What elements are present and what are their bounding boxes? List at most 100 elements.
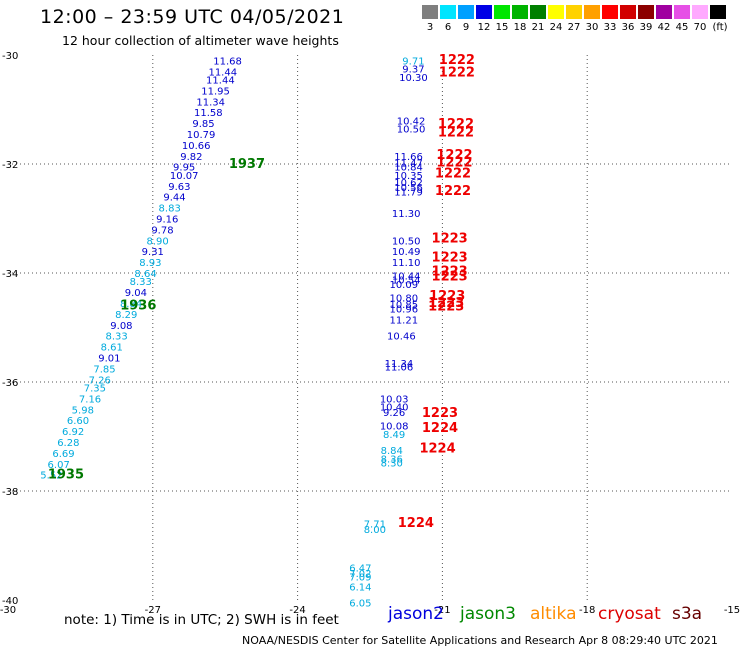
scale-label: 18 [513,22,527,33]
x-tick-label: -21 [434,605,450,616]
time-label: 1935 [48,468,84,483]
x-tick-label: -24 [289,605,305,616]
wave-height-point: 10.80 [389,294,418,305]
wave-height-point: 9.08 [110,321,132,332]
y-tick-label: -36 [2,378,18,389]
satellite-cryosat: cryosat [598,604,661,624]
wave-height-point: 6.92 [62,427,84,438]
scale-label: 33 [603,22,617,33]
satellite-jason3: jason3 [460,604,516,624]
time-label: 1223 [432,232,468,247]
wave-height-point: 10.62 [394,178,423,189]
scale-label: 45 [675,22,689,33]
time-label: 1222 [439,53,475,68]
wave-height-point: 9.63 [168,182,190,193]
wave-height-point: 9.37 [402,65,424,76]
time-label: 1222 [435,184,471,199]
wave-height-point: 10.50 [397,125,426,136]
wave-height-point: 10.85 [389,300,418,311]
x-tick-label: -18 [579,605,595,616]
scale-swatch [458,5,474,19]
wave-height-point: 6.14 [349,582,371,593]
y-tick-label: -38 [2,487,18,498]
scale-swatch [512,5,528,19]
time-label: 1223 [428,300,464,315]
wave-height-point: 11.95 [201,86,230,97]
wave-height-point: 11.79 [394,187,423,198]
wave-height-point: 11.10 [392,258,421,269]
wave-height-point: 11.66 [394,152,423,163]
scale-swatch [548,5,564,19]
scale-swatch [476,5,492,19]
wave-height-point: 10.30 [399,73,428,84]
scale-label: 27 [567,22,581,33]
wave-height-point: 11.44 [208,67,237,78]
wave-height-point: 8.64 [134,269,156,280]
page-title: 12:00 – 23:59 UTC 04/05/2021 [40,6,345,28]
wave-height-point: 5.98 [72,405,94,416]
scale-swatch [584,5,600,19]
scale-swatch [530,5,546,19]
wave-height-point: 8.83 [159,204,181,215]
wave-height-point: 10.44 [392,272,421,283]
x-tick-label: -27 [145,605,161,616]
wave-height-point: 10.42 [397,116,426,127]
scale-label: 9 [462,22,470,33]
wave-height-point: 8.61 [101,343,123,354]
y-tick-label: -40 [2,596,18,607]
time-label: 1937 [229,157,265,172]
wave-height-point: 9.71 [402,56,424,67]
y-tick-label: -30 [2,51,18,62]
wave-height-point: 11.34 [196,97,225,108]
scale-label: 12 [477,22,491,33]
wave-height-point: 6.05 [349,599,371,610]
wave-height-point: 10.46 [387,332,416,343]
wave-height-point: 7.26 [89,375,111,386]
scale-label: 24 [549,22,563,33]
wave-height-point: 7.09 [349,573,371,584]
wave-height-point: 8.30 [381,459,403,470]
time-label: 1222 [435,167,471,182]
wave-height-point: 9.16 [156,215,178,226]
wave-height-point: 11.44 [206,76,235,87]
scale-swatch [440,5,456,19]
scale-swatch [638,5,654,19]
time-label: 1223 [422,406,458,421]
scale-swatch [710,5,726,19]
wave-height-point: 10.84 [394,163,423,174]
x-tick-label: -30 [0,605,16,616]
wave-height-point: 6.28 [57,438,79,449]
wave-height-point: 10.40 [380,403,409,414]
wave-height-point: 6.69 [52,449,74,460]
wave-height-point: 9.82 [180,152,202,163]
wave-height-point: 8.84 [120,299,142,310]
wave-height-point: 10.49 [392,247,421,258]
wave-height-point: 8.33 [130,277,152,288]
wave-height-point: 11.21 [389,315,418,326]
scale-swatch [422,5,438,19]
footer-note: note: 1) Time is in UTC; 2) SWH is in fe… [64,612,339,628]
wave-height-point: 9.04 [125,288,147,299]
scale-swatch [620,5,636,19]
scale-label: 42 [657,22,671,33]
scale-label: 39 [639,22,653,33]
time-label: 1224 [398,516,434,531]
wave-height-point: 6.47 [349,563,371,574]
wave-height-point: 8.93 [139,258,161,269]
time-label: 1224 [419,441,455,456]
credit-line: NOAA/NESDIS Center for Satellite Applica… [242,634,718,647]
scale-label: 3 [426,22,434,33]
wave-height-point: 6.60 [67,416,89,427]
time-label: 1222 [438,125,474,140]
wave-height-point: 8.49 [383,430,405,441]
time-label: 1936 [120,299,156,314]
wave-height-point: 6.07 [48,460,70,471]
wave-height-point: 8.90 [146,236,168,247]
wave-height-point: 9.44 [163,193,185,204]
y-tick-label: -34 [2,269,18,280]
satellite-s3a: s3a [672,604,703,624]
wave-height-point: 5.52 [40,471,62,482]
wave-height-point: 10.79 [187,130,216,141]
wave-height-point: 10.96 [389,304,418,315]
